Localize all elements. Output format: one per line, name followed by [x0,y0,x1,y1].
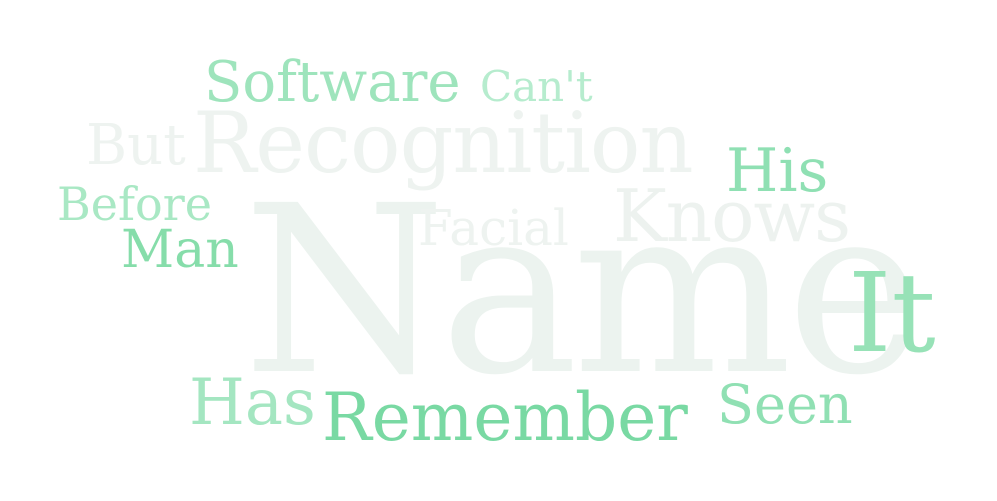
word-cant: Can't [480,62,593,111]
word-facial: Facial [418,199,569,257]
word-knows: Knows [613,174,851,258]
word-man: Man [121,220,239,280]
word-his: His [726,136,829,206]
word-recognition: Recognition [193,94,694,192]
word-name: Name [243,156,924,426]
word-seen: Seen [717,373,853,436]
word-it: It [848,249,936,377]
word-software: Software [204,50,461,115]
word-has: Has [189,366,316,440]
word-before: Before [57,177,212,231]
word-but: But [86,113,186,178]
word-remember: Remember [322,379,688,456]
